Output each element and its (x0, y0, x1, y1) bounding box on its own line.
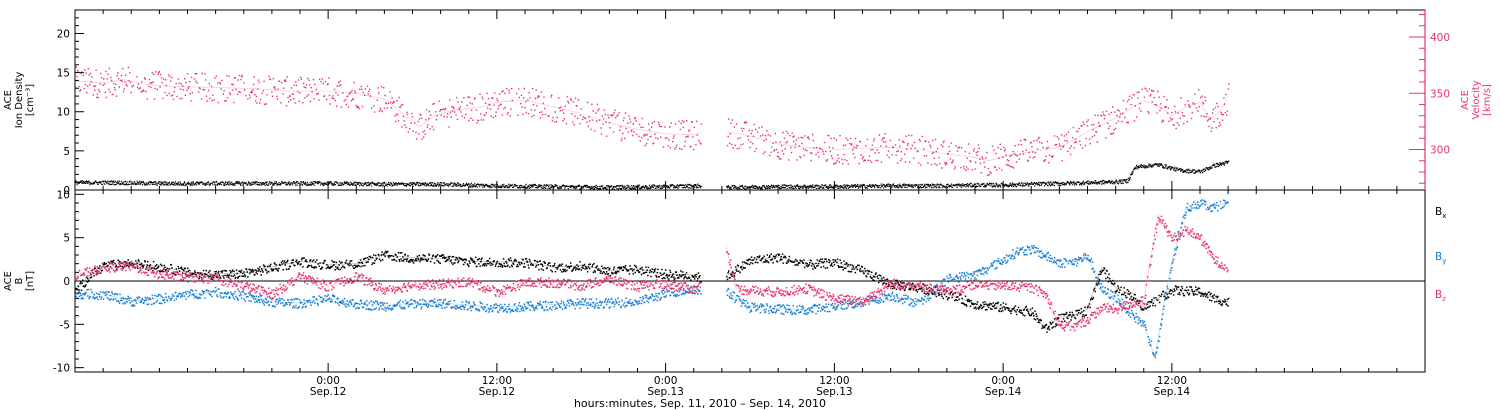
time-tick-label-date: Sep.12 (310, 386, 347, 398)
velocity-tick-label: 400 (1430, 32, 1450, 44)
field-axis-label-line: B (14, 277, 25, 284)
axis-labels: 0:00Sep.1212:00Sep.120:00Sep.1312:00Sep.… (3, 28, 1493, 398)
velocity-points (726, 83, 1230, 177)
density-points (75, 180, 702, 190)
field-axis-label-line: ACE (3, 271, 14, 291)
time-tick-label-date: Sep.13 (816, 386, 853, 398)
density-axis-label-line: Ion Density (14, 72, 25, 129)
velocity-axis-label-line: [km/s] (1482, 84, 1493, 116)
field-tick-label: -10 (53, 363, 70, 375)
x-axis-title: hours:minutes, Sep. 11, 2010 – Sep. 14, … (574, 397, 826, 410)
bz-points-trace (725, 214, 1229, 327)
velocity-points-trace (726, 95, 1229, 162)
time-tick-label: 12:00 (1157, 375, 1187, 387)
field-tick-label: 0 (63, 276, 70, 288)
velocity-points (75, 66, 703, 151)
bx-points-trace (74, 254, 701, 292)
time-tick-label: 12:00 (482, 375, 512, 387)
density-tick-label: 15 (57, 68, 70, 80)
legend-by: By (1435, 251, 1446, 265)
velocity-axis-label-line: ACE (1460, 90, 1471, 110)
by-points-trace (74, 287, 701, 308)
field-axis-label: ACE B [nT] (3, 271, 36, 291)
density-points-trace (726, 161, 1229, 188)
velocity-axis-label: ACE Velocity [km/s] (1460, 80, 1493, 119)
density-axis-label: ACE Ion Density [cm⁻³] (3, 72, 36, 129)
axes-ticks (74, 10, 1426, 372)
bz-points (726, 215, 1229, 332)
density-tick-label: 0 (63, 185, 70, 197)
density-tick-label: 10 (57, 107, 70, 119)
bx-points-trace (725, 256, 1229, 330)
time-tick-label: 0:00 (991, 375, 1015, 387)
velocity-tick-label: 350 (1430, 88, 1450, 100)
velocity-tick-label: 300 (1430, 145, 1450, 157)
by-points (75, 285, 702, 314)
field-tick-label: 5 (63, 233, 70, 245)
plasma-panel-marks (74, 66, 1230, 190)
bz-points (75, 260, 702, 300)
velocity-axis-label-line: Velocity (1471, 80, 1482, 119)
time-tick-label-date: Sep.14 (1154, 386, 1191, 398)
time-tick-label: 0:00 (316, 375, 340, 387)
legend-bz: Bz (1435, 289, 1446, 303)
time-tick-label: 0:00 (654, 375, 678, 387)
legend-bx: Bx (1435, 206, 1446, 220)
time-tick-label-date: Sep.14 (985, 386, 1022, 398)
bx-points (726, 253, 1230, 333)
density-axis-label-line: [cm⁻³] (25, 84, 36, 116)
density-axis-label-line: ACE (3, 90, 14, 110)
by-points-trace (725, 201, 1229, 358)
density-tick-label: 20 (57, 28, 70, 40)
velocity-points-trace (74, 79, 701, 136)
field-axis-label-line: [nT] (25, 271, 36, 291)
field-panel-marks (74, 199, 1230, 359)
time-tick-label: 12:00 (819, 375, 849, 387)
bz-points-trace (74, 265, 701, 294)
time-tick-label-date: Sep.12 (479, 386, 516, 398)
field-tick-label: 10 (57, 189, 70, 201)
field-panel-frame (74, 189, 1426, 373)
time-tick-label-date: Sep.13 (647, 386, 684, 398)
density-points (726, 160, 1230, 190)
bx-points (75, 250, 702, 294)
field-tick-label: -5 (60, 319, 70, 331)
by-points (726, 199, 1229, 359)
density-tick-label: 5 (63, 146, 70, 158)
